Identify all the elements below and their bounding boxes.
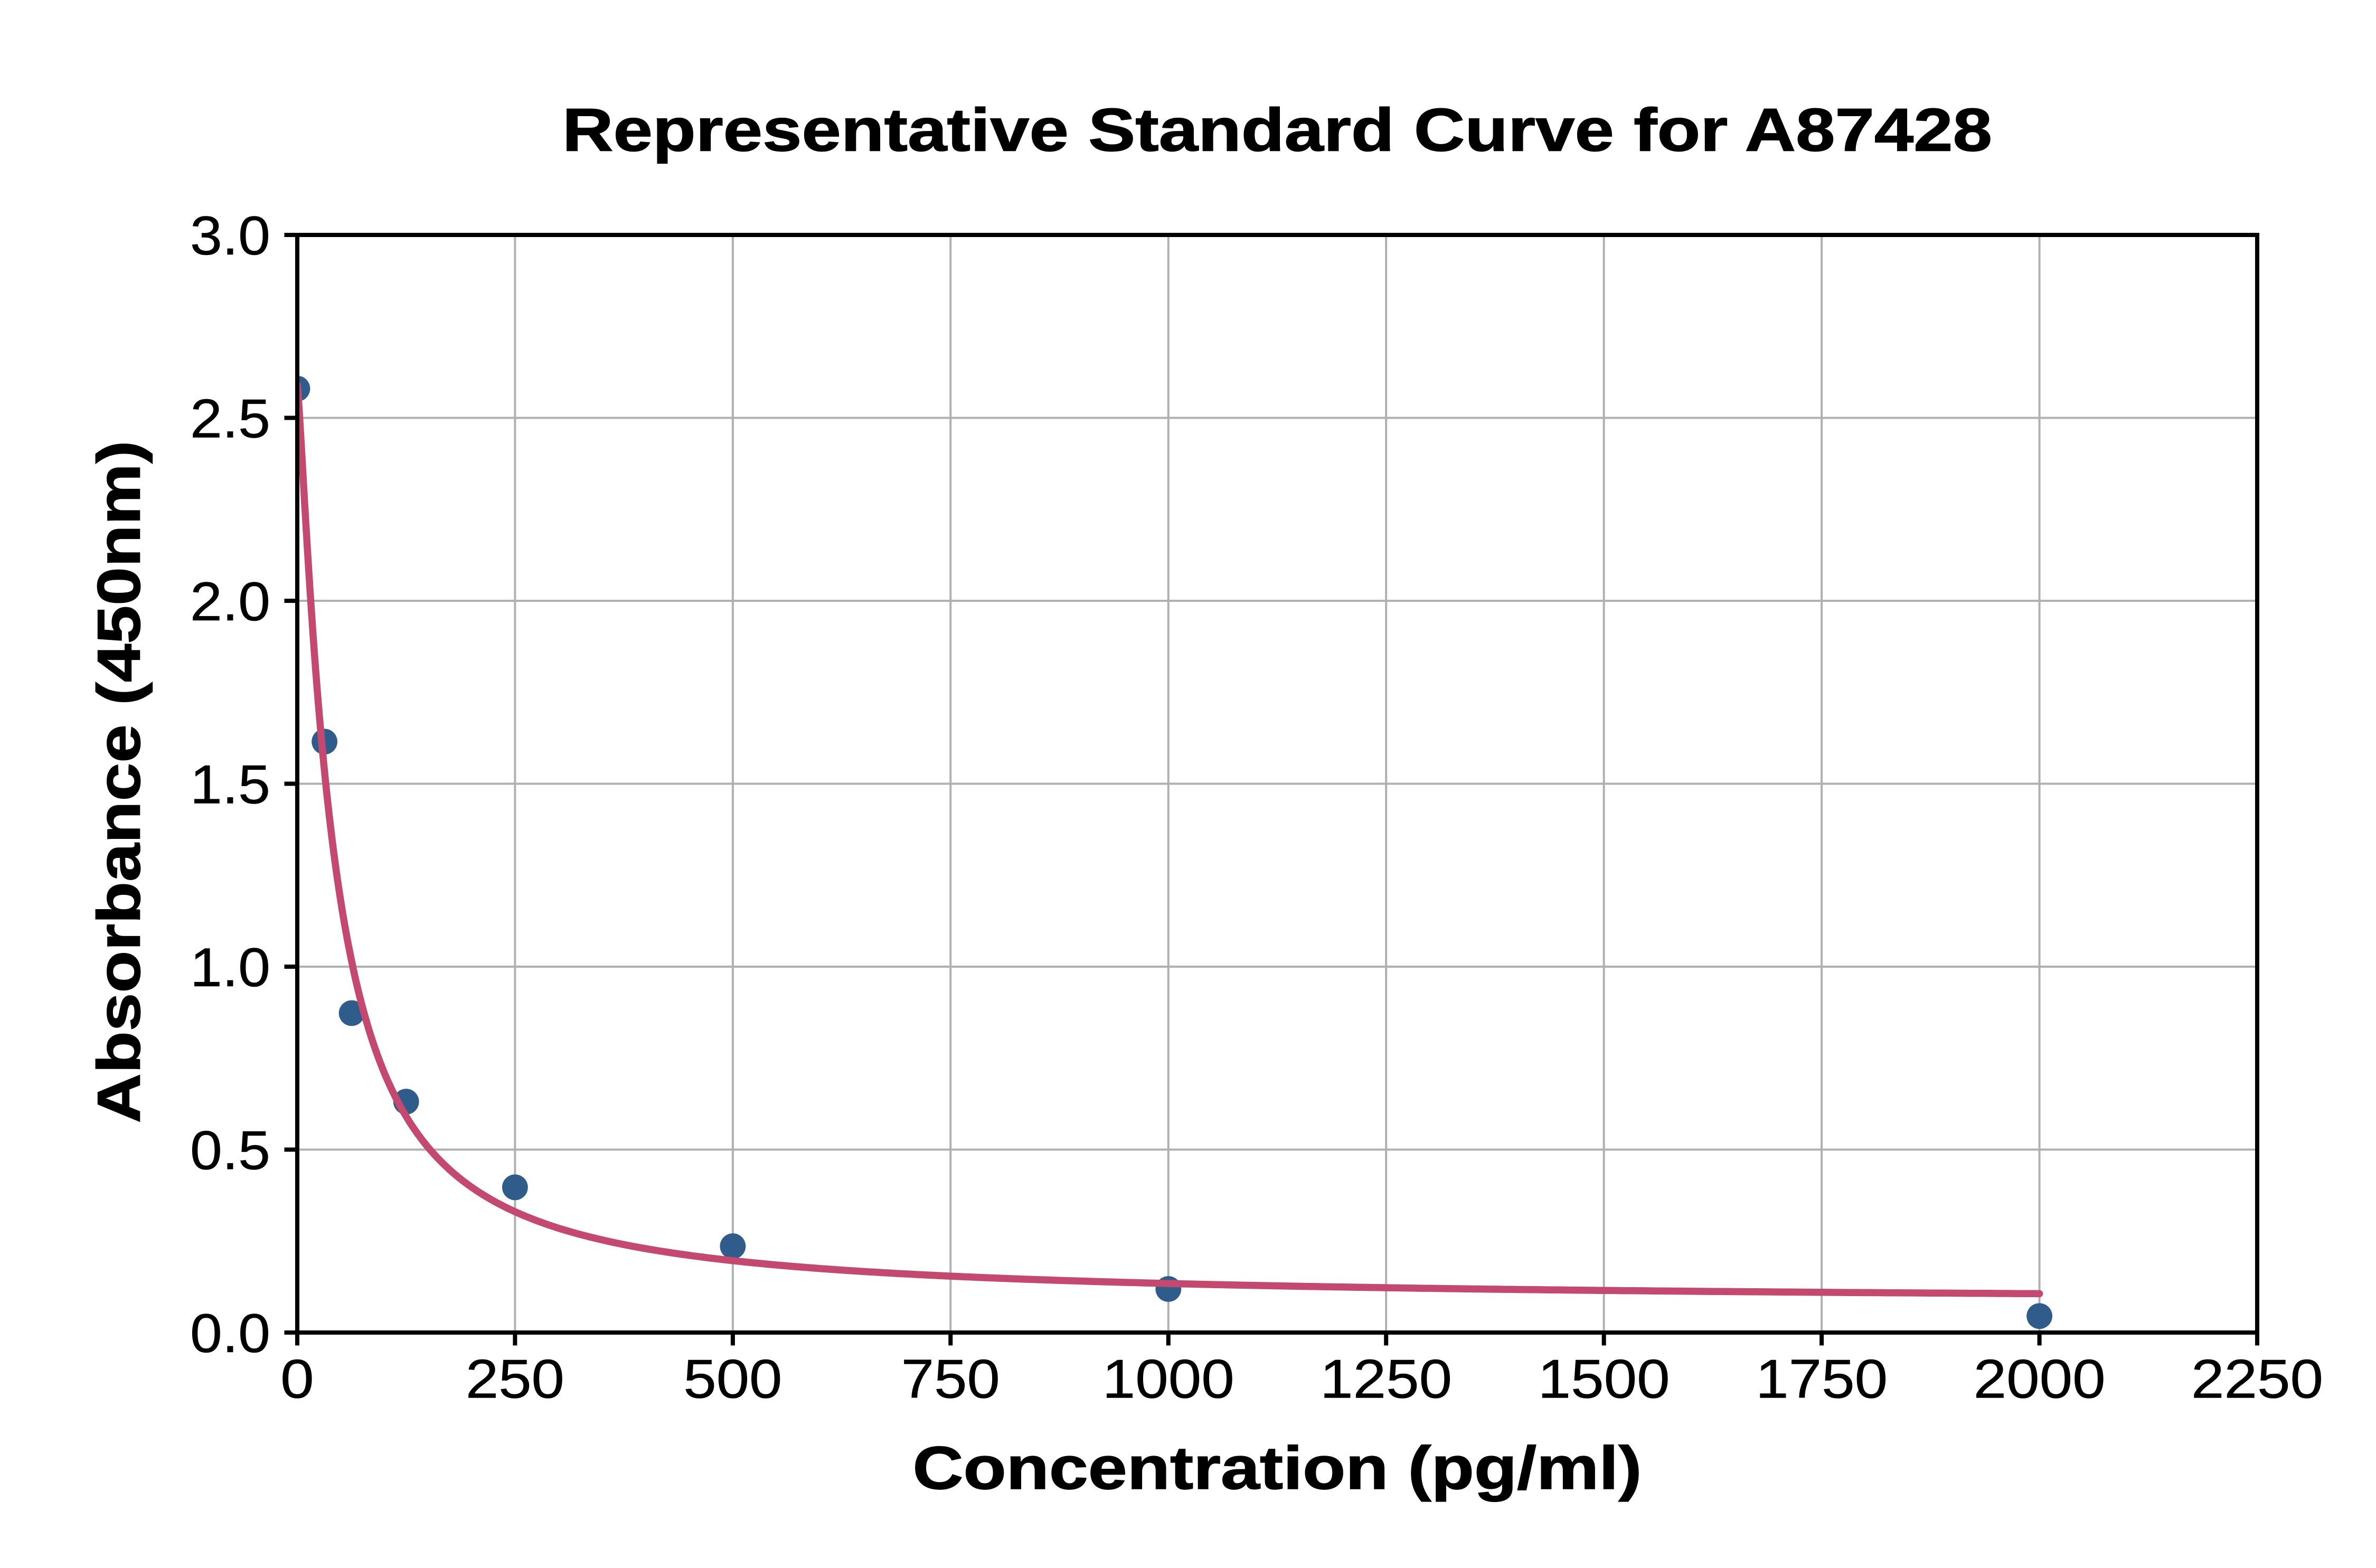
- svg-text:Concentration (pg/ml): Concentration (pg/ml): [913, 1434, 1642, 1502]
- svg-text:1500: 1500: [1538, 1349, 1670, 1410]
- svg-text:2250: 2250: [2191, 1349, 2323, 1410]
- svg-text:250: 250: [466, 1349, 564, 1410]
- svg-text:1.5: 1.5: [190, 754, 270, 815]
- svg-text:1000: 1000: [1102, 1349, 1234, 1410]
- svg-text:2.0: 2.0: [190, 571, 270, 632]
- svg-text:1750: 1750: [1756, 1349, 1888, 1410]
- svg-text:0: 0: [280, 1349, 314, 1410]
- svg-text:1250: 1250: [1320, 1349, 1452, 1410]
- svg-text:0.0: 0.0: [190, 1303, 270, 1364]
- svg-text:750: 750: [901, 1349, 1000, 1410]
- svg-text:0.5: 0.5: [190, 1120, 270, 1181]
- svg-text:1.0: 1.0: [190, 937, 270, 998]
- svg-text:2000: 2000: [1974, 1349, 2106, 1410]
- svg-text:Representative Standard Curve: Representative Standard Curve for A87428: [562, 97, 1992, 164]
- svg-text:2.5: 2.5: [190, 388, 270, 449]
- svg-text:3.0: 3.0: [190, 205, 270, 267]
- svg-text:500: 500: [683, 1349, 782, 1410]
- svg-text:Absorbance (450nm): Absorbance (450nm): [86, 441, 153, 1123]
